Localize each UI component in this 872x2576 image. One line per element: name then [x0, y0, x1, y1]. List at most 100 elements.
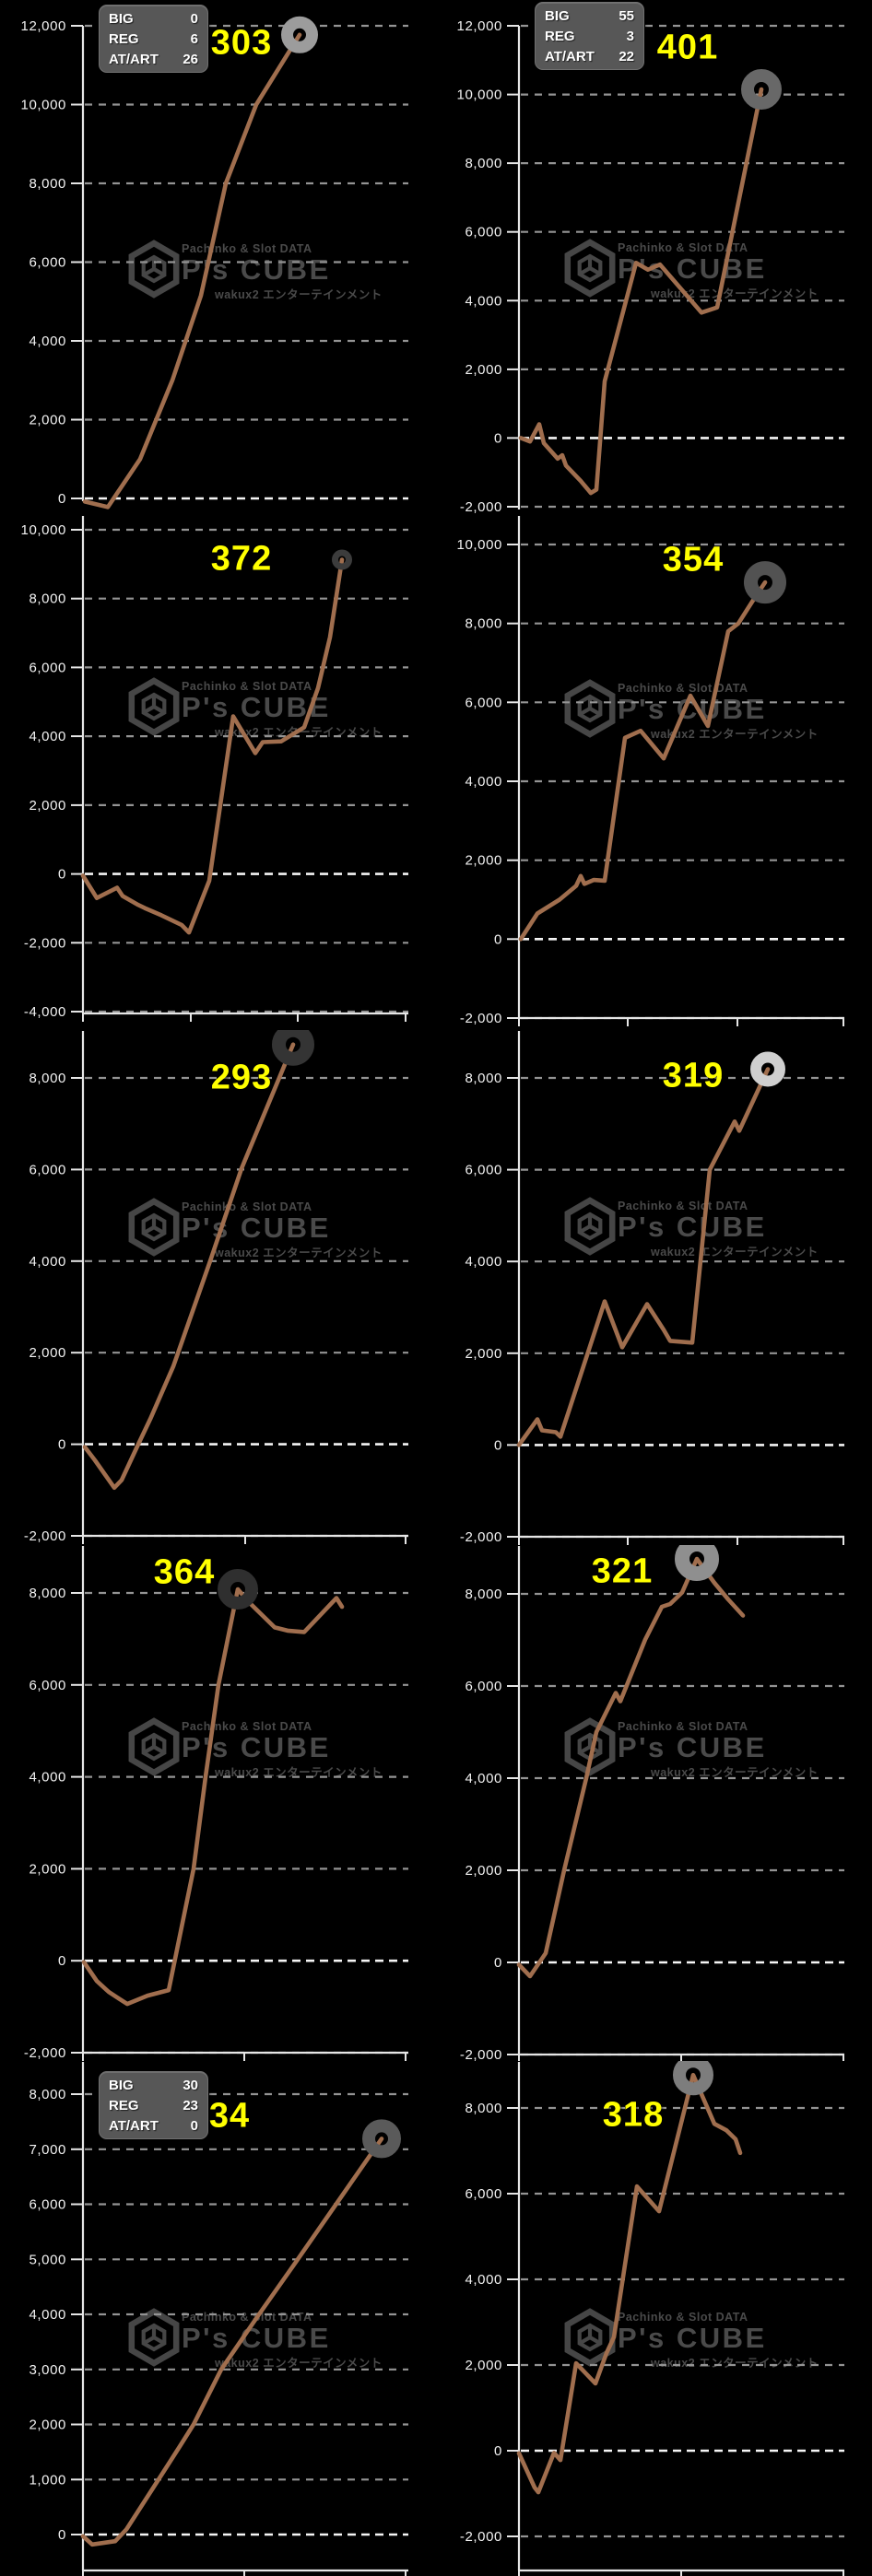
- stat-value: 26: [183, 51, 198, 67]
- y-axis-tick-label: 6,000: [465, 1679, 502, 1694]
- game-count-label: 321: [591, 1551, 654, 1591]
- y-axis-tick-label: -2,000: [460, 2529, 502, 2545]
- y-axis-tick-label: 4,000: [465, 2272, 502, 2288]
- gridlines: 8,000 6,000 4,000 2,000 0 -2,000: [460, 1587, 844, 2061]
- y-axis-tick-label: 2,000: [465, 362, 502, 378]
- y-axis-tick-label: 5,000: [29, 2252, 66, 2267]
- gridlines: 12,000 10,000 8,000 6,000 4,000 2,000 0 -2,000: [457, 18, 844, 515]
- stat-row: AT/ART 0: [100, 2115, 207, 2136]
- y-axis-tick-label: 0: [58, 867, 66, 883]
- y-axis-tick-label: 2,000: [29, 2418, 66, 2433]
- gridlines: 10,000 8,000 6,000 4,000 2,000 0 -2,000 -4,000: [21, 522, 408, 1020]
- axes: [81, 1031, 408, 1544]
- y-axis-tick-label: 2,000: [465, 1346, 502, 1362]
- payout-line: [81, 1587, 345, 2007]
- cube-logo-icon: [564, 1197, 616, 1256]
- y-axis-tick-label: 10,000: [21, 98, 66, 113]
- y-axis-tick-label: -2,000: [460, 1529, 502, 1545]
- stat-label: BIG: [545, 7, 570, 24]
- current-point-marker: [673, 2061, 713, 2096]
- bonus-stats-box: BIG 30 REG 23 AT/ART 0: [99, 2071, 208, 2139]
- y-axis-tick-label: -4,000: [24, 1004, 66, 1020]
- y-axis-tick-label: 10,000: [457, 537, 502, 553]
- y-axis-tick-label: -2,000: [24, 2045, 66, 2061]
- stat-row: REG 23: [100, 2095, 207, 2115]
- gridlines: 8,000 6,000 4,000 2,000 0 -2,000: [460, 2101, 844, 2545]
- y-axis-tick-label: 2,000: [29, 413, 66, 428]
- stat-row: REG 3: [536, 26, 643, 46]
- cube-logo-icon: [564, 2308, 616, 2367]
- stat-row: AT/ART 22: [536, 46, 643, 66]
- game-count-label: 354: [662, 540, 725, 580]
- watermark-subtitle: Pachinko & Slot DATA: [182, 1200, 312, 1213]
- y-axis-tick-label: 10,000: [21, 522, 66, 538]
- y-axis-tick-label: 2,000: [465, 853, 502, 869]
- axes: [81, 1546, 408, 2061]
- watermark-subtitle: Pachinko & Slot DATA: [618, 1720, 748, 1733]
- watermark-footer: wakux2 エンターテインメント: [650, 727, 819, 741]
- y-axis-tick-label: 2,000: [465, 2358, 502, 2373]
- cube-logo-icon: [128, 240, 180, 299]
- cube-logo-icon: [128, 2308, 180, 2367]
- y-axis-tick-label: 2,000: [29, 1345, 66, 1361]
- game-count-label: 372: [210, 539, 273, 579]
- watermark-footer: wakux2 エンターテインメント: [650, 2356, 819, 2370]
- y-axis-tick-label: 6,000: [465, 1163, 502, 1178]
- watermark-title: P's CUBE: [182, 691, 331, 723]
- axes: [81, 516, 408, 1022]
- watermark-subtitle: Pachinko & Slot DATA: [618, 2311, 748, 2324]
- y-axis-tick-label: 8,000: [465, 1587, 502, 1602]
- watermark-footer: wakux2 エンターテインメント: [214, 1765, 383, 1779]
- y-axis-tick-label: 6,000: [29, 2197, 66, 2213]
- watermark-title: P's CUBE: [618, 2322, 767, 2354]
- payout-line: [80, 2137, 384, 2547]
- axes: [517, 2062, 844, 2576]
- y-axis-tick-label: -2,000: [460, 1011, 502, 1026]
- y-axis-tick-label: 8,000: [465, 2101, 502, 2116]
- current-point-marker: [281, 16, 318, 53]
- stat-label: REG: [109, 30, 139, 47]
- y-axis-tick-label: 6,000: [465, 695, 502, 710]
- y-axis-tick-label: 2,000: [29, 798, 66, 814]
- watermark-title: P's CUBE: [618, 1211, 767, 1243]
- axes: [517, 1546, 844, 2061]
- game-count-label: 401: [656, 28, 719, 67]
- current-point-marker: [272, 1030, 314, 1066]
- stat-value: 55: [619, 7, 634, 24]
- y-axis-tick-label: -2,000: [460, 499, 502, 515]
- y-axis-tick-label: 0: [494, 931, 502, 947]
- y-axis-tick-label: 0: [58, 491, 66, 507]
- y-axis-tick-label: 8,000: [29, 176, 66, 192]
- bonus-stats-box: BIG 55 REG 3 AT/ART 22: [535, 2, 644, 70]
- stat-value: 0: [190, 10, 198, 27]
- watermark-footer: wakux2 エンターテインメント: [650, 1245, 819, 1259]
- y-axis-tick-label: 4,000: [465, 1771, 502, 1786]
- stat-label: AT/ART: [109, 2117, 159, 2134]
- current-point-marker: [675, 1545, 719, 1581]
- current-point-marker: [218, 1569, 258, 1610]
- watermark-title: P's CUBE: [182, 2322, 331, 2354]
- payout-line: [82, 1042, 296, 1491]
- gridlines: 8,000 6,000 4,000 2,000 0 -2,000: [24, 1586, 408, 2061]
- cube-logo-icon: [128, 1717, 180, 1776]
- y-axis-tick-label: 8,000: [29, 591, 66, 607]
- y-axis-tick-label: 0: [58, 2527, 66, 2543]
- cube-logo-icon: [128, 1198, 180, 1257]
- y-axis-tick-label: 2,000: [465, 1863, 502, 1879]
- game-count-label: 303: [210, 23, 273, 63]
- payout-line: [518, 87, 764, 496]
- stat-value: 3: [626, 28, 634, 44]
- payout-line: [80, 557, 345, 935]
- y-axis-tick-label: 4,000: [465, 1254, 502, 1270]
